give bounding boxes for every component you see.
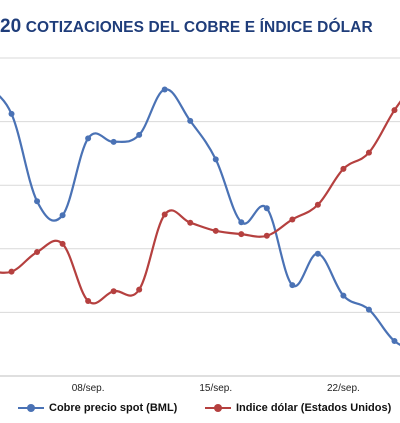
cobre-point-6: [110, 138, 117, 145]
cobre-point-12: [263, 205, 270, 212]
series-line-dolar: [0, 100, 400, 305]
chart-title-number: 20: [0, 16, 22, 37]
dolar-point-8: [161, 211, 168, 218]
legend: Cobre precio spot (BML) Indice dólar (Es…: [0, 398, 400, 420]
legend-label-cobre: Cobre precio spot (BML): [49, 402, 178, 414]
legend-label-dolar: Indice dólar (Estados Unidos): [236, 402, 392, 414]
series-line-cobre: [0, 88, 400, 346]
x-tick-label: 22/sep.: [327, 383, 360, 394]
dolar-point-13: [289, 216, 296, 223]
cobre-point-16: [365, 306, 372, 313]
cobre-point-5: [85, 135, 92, 142]
legend-swatch-cobre: [18, 403, 44, 413]
dolar-point-14: [314, 201, 321, 208]
legend-item-cobre: Cobre precio spot (BML): [18, 402, 177, 414]
dolar-point-12: [263, 232, 270, 239]
chart-title-text: COTIZACIONES DEL COBRE E ÍNDICE DÓLAR: [21, 19, 373, 36]
dolar-point-16: [365, 149, 372, 156]
cobre-point-3: [34, 198, 41, 205]
line-chart: 08/sep. 15/sep. 22/sep.: [0, 57, 400, 394]
cobre-point-8: [161, 86, 168, 93]
dolar-point-7: [136, 286, 143, 293]
dolar-point-3: [34, 249, 41, 256]
series-layer: [0, 86, 400, 346]
cobre-point-15: [340, 292, 347, 299]
cobre-point-11: [238, 219, 245, 226]
dolar-point-6: [110, 288, 117, 295]
dolar-point-15: [340, 165, 347, 172]
cobre-point-13: [289, 282, 296, 289]
dolar-point-2: [8, 268, 15, 275]
chart-title: 20 COTIZACIONES DEL COBRE E ÍNDICE DÓLAR: [0, 16, 373, 38]
cobre-point-14: [314, 250, 321, 257]
cobre-point-2: [8, 110, 15, 117]
dolar-point-10: [212, 227, 219, 234]
cobre-point-4: [59, 212, 66, 219]
dolar-point-11: [238, 231, 245, 238]
cobre-point-7: [136, 131, 143, 138]
x-tick-label: 15/sep.: [199, 383, 232, 394]
dolar-point-17: [391, 107, 398, 114]
x-tick-label: 08/sep.: [72, 383, 105, 394]
cobre-point-17: [391, 338, 398, 345]
x-axis-ticks: 08/sep. 15/sep. 22/sep.: [72, 383, 360, 394]
dolar-point-4: [59, 240, 66, 247]
cobre-point-10: [212, 156, 219, 163]
cobre-point-9: [187, 117, 194, 124]
dolar-point-9: [187, 219, 194, 226]
legend-swatch-dolar: [205, 403, 231, 413]
legend-item-dolar: Indice dólar (Estados Unidos): [205, 402, 391, 414]
dolar-point-5: [85, 297, 92, 304]
